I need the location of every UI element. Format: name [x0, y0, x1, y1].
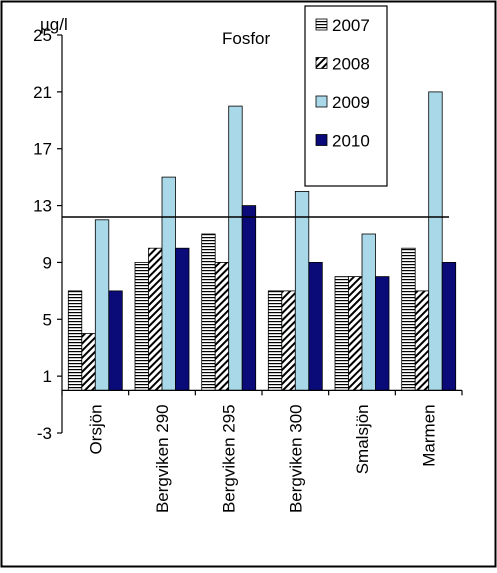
bar-2007-3: [267, 290, 283, 391]
bar-2010-1: [175, 247, 190, 391]
legend-label-2009: 2009: [332, 93, 370, 112]
bar-2010-5: [441, 261, 457, 391]
bar-2009-4: [361, 233, 376, 391]
y-tick-label: 21: [33, 83, 52, 102]
legend-label-2010: 2010: [332, 132, 370, 151]
bar-2008-4: [348, 276, 363, 391]
legend-swatch-2008: [315, 57, 328, 69]
legend-swatch-2010: [315, 134, 328, 146]
legend-swatch-2009: [315, 95, 328, 108]
bar-2009-1: [161, 176, 176, 391]
bar-2008-3: [281, 290, 296, 391]
bar-2009-0: [94, 219, 110, 391]
bar-2007-0: [67, 290, 83, 391]
category-label: Marmen: [420, 404, 439, 466]
bar-2009-5: [428, 91, 443, 391]
legend: 2007 2008 2009 2010: [304, 5, 388, 187]
y-tick-label: 5: [43, 310, 52, 329]
category-label: Bergviken 295: [220, 404, 239, 513]
bar-2010-3: [308, 261, 323, 391]
y-tick-label: -3: [37, 424, 52, 443]
bars-group: [67, 91, 457, 391]
bar-2010-4: [375, 276, 390, 391]
bar-2007-5: [401, 247, 416, 391]
y-tick-label: 17: [33, 140, 52, 159]
legend-label-2008: 2008: [332, 55, 370, 74]
bar-2008-1: [148, 247, 163, 391]
bar-2010-0: [108, 290, 123, 391]
y-tick-label: 25: [33, 26, 52, 45]
y-tick-label: 1: [43, 367, 52, 386]
legend-swatch-2007: [315, 18, 328, 31]
category-label: Orsjön: [86, 404, 105, 454]
y-tick-label: 9: [43, 253, 52, 272]
category-label: Smalsjön: [353, 404, 372, 474]
category-label: Bergviken 290: [153, 404, 172, 513]
category-label: Bergviken 300: [286, 404, 305, 513]
bar-2007-1: [134, 261, 149, 391]
bar-2007-4: [334, 276, 349, 391]
legend-label-2007: 2007: [332, 16, 370, 35]
chart-title: Fosfor: [222, 29, 271, 48]
y-tick-label: 13: [33, 197, 52, 216]
bar-2007-2: [201, 233, 216, 391]
bar-2010-2: [241, 205, 257, 391]
bar-2008-5: [414, 290, 430, 391]
bar-2008-2: [214, 261, 230, 391]
y-axis-unit-label: µg/l: [40, 15, 68, 34]
bar-2008-0: [81, 333, 96, 391]
bar-2009-2: [228, 105, 243, 391]
bar-2009-3: [294, 190, 310, 391]
axes-group: -3 1 5 9 13 17 21 25 Orsjön Bergviken 290 Bergvike…: [33, 26, 463, 513]
